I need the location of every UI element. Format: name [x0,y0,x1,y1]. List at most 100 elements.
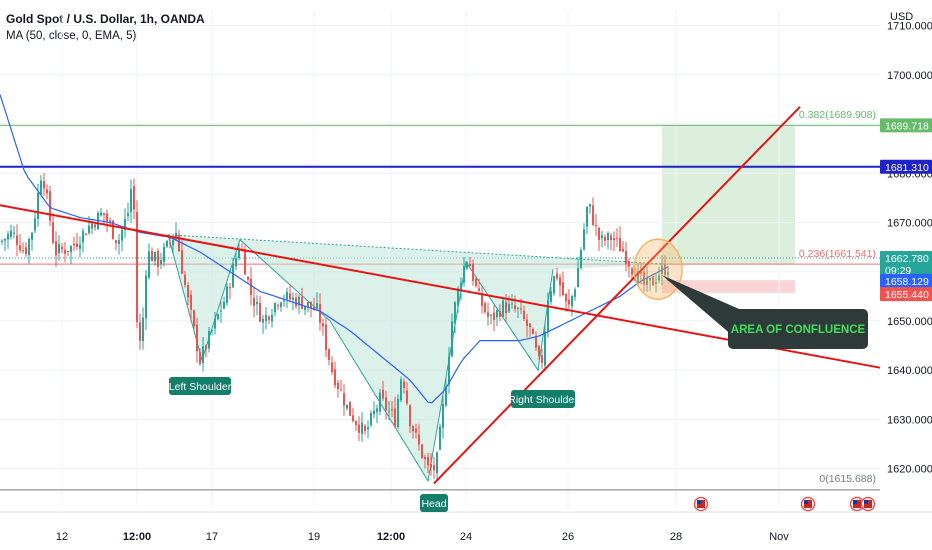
candle-body [415,428,417,433]
candle-body [262,318,264,323]
candle-body [61,246,63,250]
candle-body [301,296,303,309]
candle-body [271,314,273,322]
price-tag [880,251,932,278]
candle-body [616,237,618,239]
candle-body [199,352,201,364]
x-tick-label: 12:00 [377,531,405,543]
candle-body [148,251,150,278]
candle-body [367,427,369,430]
candle-body [577,268,579,288]
event-flag-canton [804,500,808,504]
x-tick-label: 28 [670,531,682,543]
candle-body [22,250,24,252]
candle-body [202,346,204,364]
candle-body [109,220,111,223]
candle-body [46,189,48,194]
candle-body [520,308,522,310]
candle-body [76,243,78,247]
candle-body [211,329,213,331]
candle-body [244,250,246,275]
candle-body [580,250,582,268]
candle-body [556,273,558,279]
candle-body [361,422,363,434]
candle-body [658,275,660,281]
candle-body [565,294,567,302]
candle-body [538,346,540,356]
ema-line [0,94,669,404]
candle-body [70,246,72,253]
y-tick-label: 1650.000 [887,316,932,328]
candle-body [52,222,54,243]
candle-body [472,263,474,281]
candle-body [139,322,141,341]
candle-body [58,244,60,254]
candle-body [643,271,645,285]
candle-body [13,232,15,234]
y-tick-label: 1700.000 [887,70,932,82]
candle-body [391,409,393,411]
candle-body [508,303,510,312]
candle-body [664,264,666,276]
right-shoulder-label: Right Shoulder [508,394,578,406]
candle-body [667,272,669,275]
candle-body [121,229,123,241]
candle-body [574,289,576,297]
candle-body [610,235,612,240]
x-tick-label: 17 [206,531,218,543]
candle-body [16,235,18,245]
candle-body [181,250,183,274]
candle-body [589,204,591,207]
candle-body [130,189,132,212]
candle-body [640,271,642,274]
price-tag-label: 1655.440 [885,289,929,301]
candle-body [100,212,102,216]
candle-body [604,237,606,241]
confluence-label: AREA OF CONFLUENCE [731,324,866,336]
price-tag-label: 1689.718 [885,120,929,132]
target-zone [662,125,795,265]
candle-body [607,232,609,241]
candle-body [343,393,345,406]
candle-body [289,293,291,300]
candle-body [376,408,378,413]
candle-body [196,324,198,352]
price-tag [880,273,932,288]
candle-body [499,311,501,317]
candle-body [451,321,453,357]
candle-body [34,218,36,231]
pattern-neckline [167,234,669,265]
candle-body [97,213,99,230]
candle-body [571,296,573,307]
candle-body [481,293,483,306]
x-tick-label: 26 [562,531,574,543]
candle-body [250,278,252,295]
price-tag-label: 1681.310 [885,162,929,174]
candle-body [439,426,441,450]
candle-body [463,265,465,283]
candle-body [526,319,528,326]
candle-body [412,426,414,432]
candle-body [307,302,309,307]
candle-body [502,300,504,317]
candle-body [646,277,648,285]
candle-body [403,381,405,388]
candle-body [79,244,81,249]
x-tick-label: Nov [769,531,789,543]
candle-body [424,456,426,460]
candle-body [517,307,519,309]
candle-body [562,282,564,295]
y-tick-label: 1710.000 [887,21,932,33]
candle-body [325,324,327,350]
candle-body [94,224,96,228]
candle-body [163,246,165,262]
candle-body [400,379,402,401]
pattern-fill [168,234,668,481]
candle-body [442,403,444,428]
price-tag [880,287,932,302]
candle-body [493,312,495,320]
candle-body [430,463,432,468]
confluence-box [728,309,868,349]
candle-body [280,302,282,307]
